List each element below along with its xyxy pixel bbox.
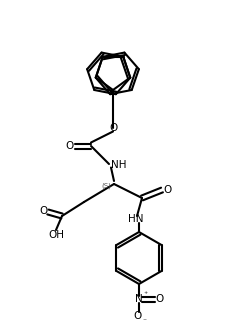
- Text: O: O: [156, 294, 164, 304]
- Text: HN: HN: [128, 214, 144, 224]
- Text: N: N: [135, 294, 143, 304]
- Text: O: O: [39, 206, 47, 216]
- Text: NH: NH: [111, 160, 126, 170]
- Text: ⁺: ⁺: [143, 290, 147, 299]
- Text: O: O: [134, 311, 142, 321]
- Text: O: O: [66, 141, 74, 151]
- Text: O: O: [109, 123, 117, 133]
- Text: (S): (S): [101, 183, 111, 189]
- Text: ⁻: ⁻: [142, 317, 146, 326]
- Text: O: O: [163, 185, 171, 195]
- Text: OH: OH: [48, 230, 64, 240]
